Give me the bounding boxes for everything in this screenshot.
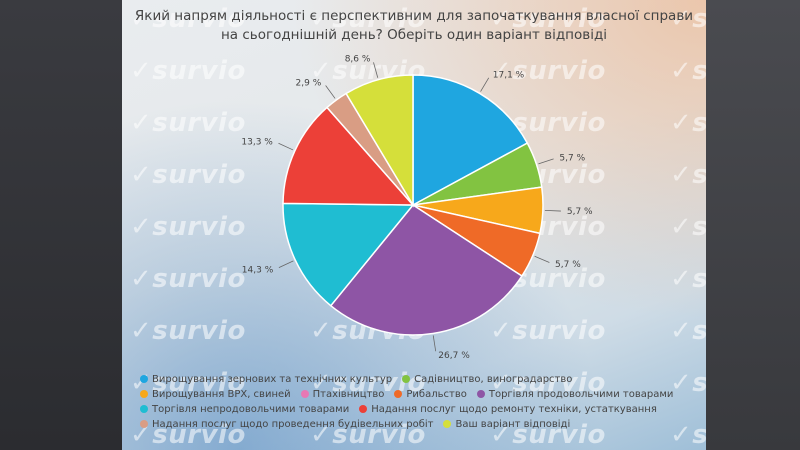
legend-item: Вирощування зернових та технічних культу…: [140, 372, 392, 387]
legend-label: Торгівля непродовольчими товарами: [152, 404, 350, 415]
legend-label: Садівництво, виноградарство: [414, 374, 573, 385]
leader-line: [325, 85, 336, 99]
legend-swatch: [402, 375, 411, 383]
data-label: 5,7 %: [555, 260, 581, 270]
legend-swatch: [443, 420, 452, 428]
legend-swatch: [300, 390, 309, 398]
leader-line: [538, 158, 554, 165]
legend-swatch: [476, 390, 485, 398]
legend-label: Вирощування ВРХ, свиней: [152, 389, 291, 400]
legend-label: Торгівля продовольчими товарами: [488, 389, 674, 400]
legend-swatch: [140, 405, 148, 413]
legend-label: Ваш варіант відповіді: [455, 419, 571, 430]
leader-line: [480, 77, 490, 92]
pie-slice: [329, 204, 523, 336]
pie-slice: [282, 106, 415, 206]
data-label: 17,1 %: [493, 70, 525, 80]
chart-title-line-1: Який напрям діяльності є перспективним д…: [134, 8, 694, 24]
pie-slice: [282, 202, 415, 307]
legend-swatch: [140, 420, 148, 428]
legend-row: Надання послуг щодо проведення будівельн…: [140, 417, 700, 432]
data-label: 26,7 %: [438, 351, 470, 361]
right-background-band: [706, 0, 800, 450]
pie-chart: 17,1 % 5,7 % 5,7 % 5,7 % 26,7 % 14,3 % 13,3 % 2…: [241, 55, 593, 362]
chart-title: Який напрям діяльності є перспективним д…: [122, 7, 706, 45]
legend-item: Торгівля продовольчими товарами: [476, 387, 674, 402]
legend-swatch: [140, 375, 148, 383]
leader-line: [278, 142, 294, 151]
left-background-band: [0, 0, 122, 450]
chart-title-line-2: на сьогоднішній день? Оберіть один варіа…: [220, 27, 608, 43]
legend-item: Рибальство: [394, 387, 467, 402]
legend-label: Надання послуг щодо проведення будівельн…: [152, 419, 434, 430]
legend-item: Вирощування ВРХ, свиней: [140, 387, 291, 402]
pie-slice: [345, 74, 414, 208]
legend-item: Надання послуг щодо ремонту техніки, уст…: [359, 402, 657, 417]
chart-legend: Вирощування зернових та технічних культу…: [140, 372, 700, 432]
data-label: 5,7 %: [559, 154, 585, 164]
leader-line: [534, 255, 550, 263]
legend-item: Птахівництво: [300, 387, 385, 402]
leader-line: [278, 260, 294, 268]
legend-label: Рибальство: [406, 389, 467, 400]
leader-line: [544, 209, 561, 212]
legend-item: Торгівля непродовольчими товарами: [140, 402, 349, 417]
data-label: 5,7 %: [567, 207, 593, 217]
data-label: 8,6 %: [345, 55, 371, 65]
legend-label: Вирощування зернових та технічних культу…: [152, 374, 393, 385]
legend-label: Птахівництво: [312, 389, 385, 400]
slide: ✓survio✓survio✓survio✓survio✓survio✓surv…: [122, 0, 706, 450]
leader-line: [373, 62, 379, 78]
legend-item: Ваш варіант відповіді: [443, 417, 570, 432]
data-label: 13,3 %: [241, 138, 273, 148]
data-label: 14,3 %: [242, 265, 274, 275]
legend-row: Вирощування зернових та технічних культу…: [140, 372, 700, 387]
leader-line: [432, 335, 437, 352]
legend-swatch: [394, 390, 403, 398]
data-label: 2,9 %: [296, 78, 322, 88]
pie-slice: [412, 74, 529, 207]
legend-item: Садівництво, виноградарство: [402, 372, 572, 387]
legend-row: Торгівля непродовольчими товарами Надання…: [140, 402, 700, 417]
legend-row: Вирощування ВРХ, свиней Птахівництво Рибал…: [140, 387, 700, 402]
legend-swatch: [359, 405, 368, 413]
legend-swatch: [140, 390, 148, 398]
legend-label: Надання послуг щодо ремонту техніки, уст…: [371, 404, 657, 415]
legend-item: Надання послуг щодо проведення будівельн…: [140, 417, 433, 432]
